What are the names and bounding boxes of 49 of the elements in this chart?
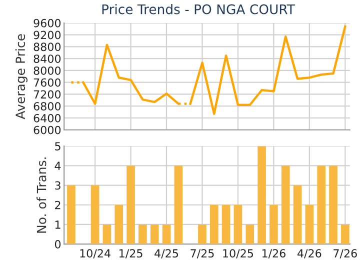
bar (114, 204, 124, 244)
chart-title: Price Trends - PO NGA COURT (102, 4, 295, 14)
bar (198, 224, 206, 244)
x-tick-label: 10/24 (80, 249, 110, 258)
y-tick-label: 2 (55, 200, 60, 210)
bar (138, 224, 147, 244)
bar (317, 166, 326, 244)
bar (210, 204, 218, 244)
y-tick-label: 8400 (34, 54, 61, 63)
x-tick-label: 4/26 (297, 249, 322, 258)
bar (305, 204, 314, 244)
bar (90, 185, 100, 244)
x-tick-label: 1/26 (262, 249, 286, 258)
y-tick-label: 6000 (34, 126, 61, 134)
bar (270, 204, 278, 244)
y-tick-label: 8000 (34, 66, 61, 75)
bar (174, 166, 183, 244)
x-tick-label: 7/25 (190, 249, 214, 258)
bar (281, 166, 290, 244)
bar (340, 224, 350, 244)
y-axis-title: Average Price (15, 34, 28, 120)
bar (102, 224, 112, 244)
y-tick-label: 5 (55, 142, 60, 150)
bar (234, 204, 242, 244)
bar (246, 224, 254, 244)
bar (126, 166, 135, 244)
bar (162, 224, 171, 244)
bar (222, 204, 230, 244)
x-tick-label: 4/25 (154, 249, 178, 258)
y-tick-label: 0 (54, 240, 61, 248)
bar (150, 224, 159, 244)
x-tick-label: 10/25 (223, 249, 254, 258)
bar (329, 166, 338, 244)
y-tick-label: 6800 (34, 102, 61, 110)
x-tick-label: 1/25 (120, 249, 142, 258)
y-tick-label: 4 (54, 162, 61, 170)
y-tick-label: 8800 (34, 42, 61, 52)
y-tick-label: 3 (55, 181, 60, 190)
y-tick-label: 7200 (34, 90, 61, 99)
y-axis-title: No. of Trans. (36, 158, 46, 233)
bar (67, 185, 76, 244)
y-tick-label: 6400 (34, 114, 61, 122)
y-tick-label: 7600 (34, 78, 61, 87)
x-tick-label: 7/26 (334, 249, 357, 258)
bar (293, 185, 302, 244)
y-tick-label: 9200 (34, 30, 61, 40)
y-tick-label: 1 (55, 220, 60, 229)
y-tick-label: 9600 (34, 18, 61, 28)
bar (258, 146, 266, 244)
